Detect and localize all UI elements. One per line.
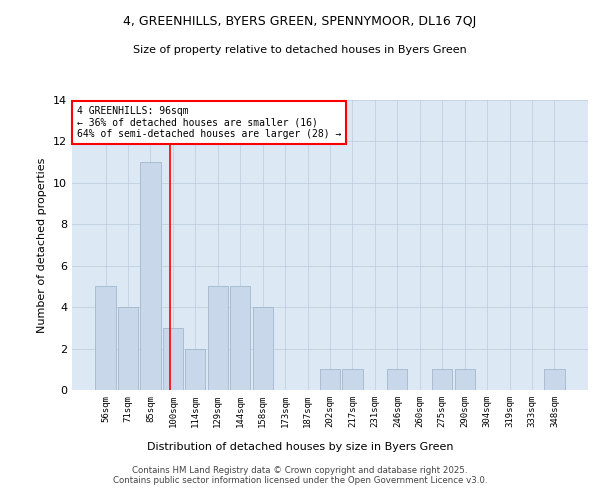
Text: Contains HM Land Registry data © Crown copyright and database right 2025.
Contai: Contains HM Land Registry data © Crown c… [113, 466, 487, 485]
Bar [140, 162, 161, 390]
Bar [432, 370, 452, 390]
Bar [544, 370, 565, 390]
Bar [455, 370, 475, 390]
Bar [163, 328, 183, 390]
Text: Size of property relative to detached houses in Byers Green: Size of property relative to detached ho… [133, 45, 467, 55]
Bar [387, 370, 407, 390]
Text: 4 GREENHILLS: 96sqm
← 36% of detached houses are smaller (16)
64% of semi-detach: 4 GREENHILLS: 96sqm ← 36% of detached ho… [77, 106, 341, 139]
Bar [253, 307, 273, 390]
Bar [95, 286, 116, 390]
Bar [185, 348, 205, 390]
Bar [118, 307, 138, 390]
Bar [320, 370, 340, 390]
Text: 4, GREENHILLS, BYERS GREEN, SPENNYMOOR, DL16 7QJ: 4, GREENHILLS, BYERS GREEN, SPENNYMOOR, … [124, 15, 476, 28]
Bar [230, 286, 250, 390]
Bar [208, 286, 228, 390]
Text: Distribution of detached houses by size in Byers Green: Distribution of detached houses by size … [147, 442, 453, 452]
Bar [343, 370, 362, 390]
Y-axis label: Number of detached properties: Number of detached properties [37, 158, 47, 332]
